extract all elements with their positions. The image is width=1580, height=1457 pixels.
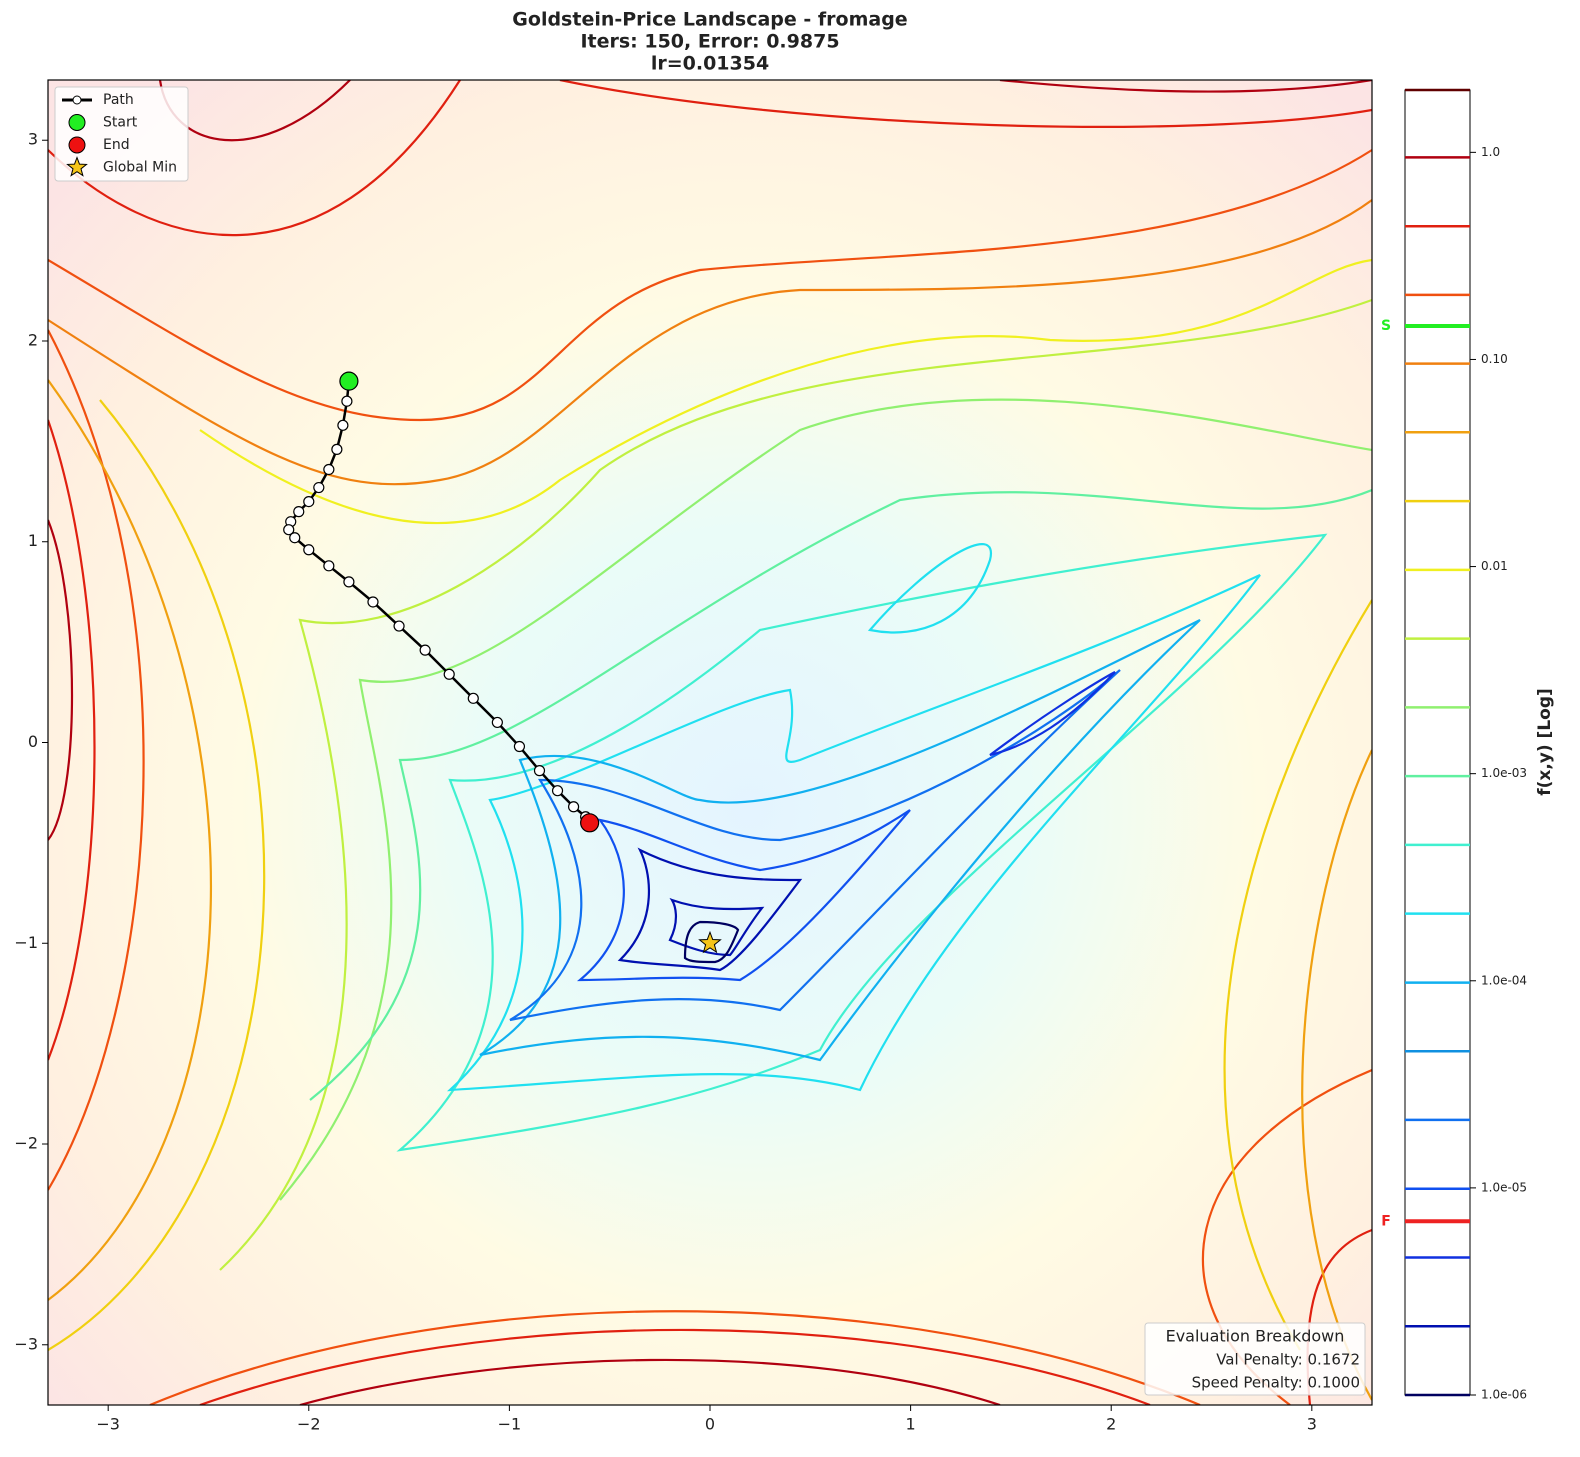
legend-symbol: [66, 156, 88, 177]
path-point: [533, 765, 546, 777]
y-tick-label: 3: [28, 130, 38, 149]
path-point: [491, 716, 503, 729]
colorbar-marker-label: F: [1381, 1213, 1391, 1229]
path-point: [367, 596, 379, 608]
y-tick-label: 0: [28, 732, 38, 751]
path-point: [303, 495, 315, 508]
annotation-box: [1144, 1322, 1366, 1396]
path-point: [393, 620, 405, 632]
path-point: [283, 524, 295, 536]
path-point: [323, 560, 335, 572]
annotation-title: Evaluation Breakdown: [1166, 1327, 1345, 1346]
legend-symbol: [68, 136, 86, 154]
colorbar-tick-label: 1.0e-04: [1481, 973, 1527, 987]
path-point: [513, 740, 526, 753]
chart-subtitle: Iters: 150, Error: 0.9875: [580, 31, 839, 53]
legend-box: [54, 86, 189, 182]
x-tick-label: −3: [96, 1415, 120, 1434]
path-point: [323, 463, 335, 476]
annotation-line: Speed Penalty: 0.1000: [1192, 1374, 1360, 1392]
path-point: [419, 644, 431, 656]
legend-label: Start: [103, 115, 138, 131]
legend-symbol: [72, 95, 82, 105]
colorbar-tick-label: 0.10: [1481, 352, 1508, 366]
colorbar-tick-label: 0.01: [1481, 559, 1508, 573]
path-point: [313, 481, 325, 494]
y-tick-label: −2: [14, 1134, 38, 1153]
x-tick-label: 3: [1307, 1415, 1317, 1434]
colorbar-tick-label: 1.0: [1481, 145, 1500, 159]
legend: Path Start End Global Min: [54, 86, 189, 182]
x-tick-label: −1: [498, 1415, 522, 1434]
colorbar-tick-label: 1.0e-05: [1481, 1180, 1527, 1194]
path-point: [443, 668, 455, 680]
y-tick-label: −3: [14, 1334, 38, 1353]
marker-1: [339, 371, 359, 391]
path-point: [343, 576, 355, 588]
legend-label: End: [103, 137, 130, 153]
legend-symbol: [68, 114, 86, 131]
global-min: [698, 930, 722, 954]
path-point: [551, 785, 564, 797]
contour-lines: [48, 80, 1372, 1405]
path-point: [341, 395, 353, 407]
path-point: [337, 419, 349, 431]
path-point: [331, 443, 343, 455]
colorbar-marker-label: S: [1381, 318, 1391, 334]
colorbar-tick-label: 1.0e-03: [1481, 766, 1527, 780]
legend-label: Global Min: [103, 160, 177, 176]
x-tick-label: 2: [1106, 1415, 1116, 1434]
annotation-line: Val Penalty: 0.1672: [1216, 1351, 1360, 1369]
colorbar-tick-label: 1.0e-06: [1481, 1388, 1527, 1402]
legend-label: Path: [103, 92, 134, 108]
marker-2: [580, 813, 600, 833]
colorbar: [1404, 89, 1471, 1396]
y-tick-label: 2: [28, 330, 38, 349]
y-tick-label: 1: [28, 531, 38, 550]
x-tick-label: 0: [705, 1415, 715, 1434]
path-point: [289, 532, 301, 544]
chart-subtitle: lr=0.01354: [651, 53, 769, 75]
y-tick-label: −1: [14, 933, 38, 952]
path-point: [303, 544, 315, 556]
chart-title: Goldstein-Price Landscape - fromage: [512, 9, 907, 31]
x-tick-label: 1: [906, 1415, 916, 1434]
path-point: [293, 506, 305, 518]
path-point: [567, 801, 580, 813]
plot-background: [48, 80, 1372, 1405]
x-tick-label: −2: [297, 1415, 321, 1434]
colorbar-label: f(x,y) [Log]: [1535, 688, 1555, 796]
path-point: [467, 692, 479, 704]
